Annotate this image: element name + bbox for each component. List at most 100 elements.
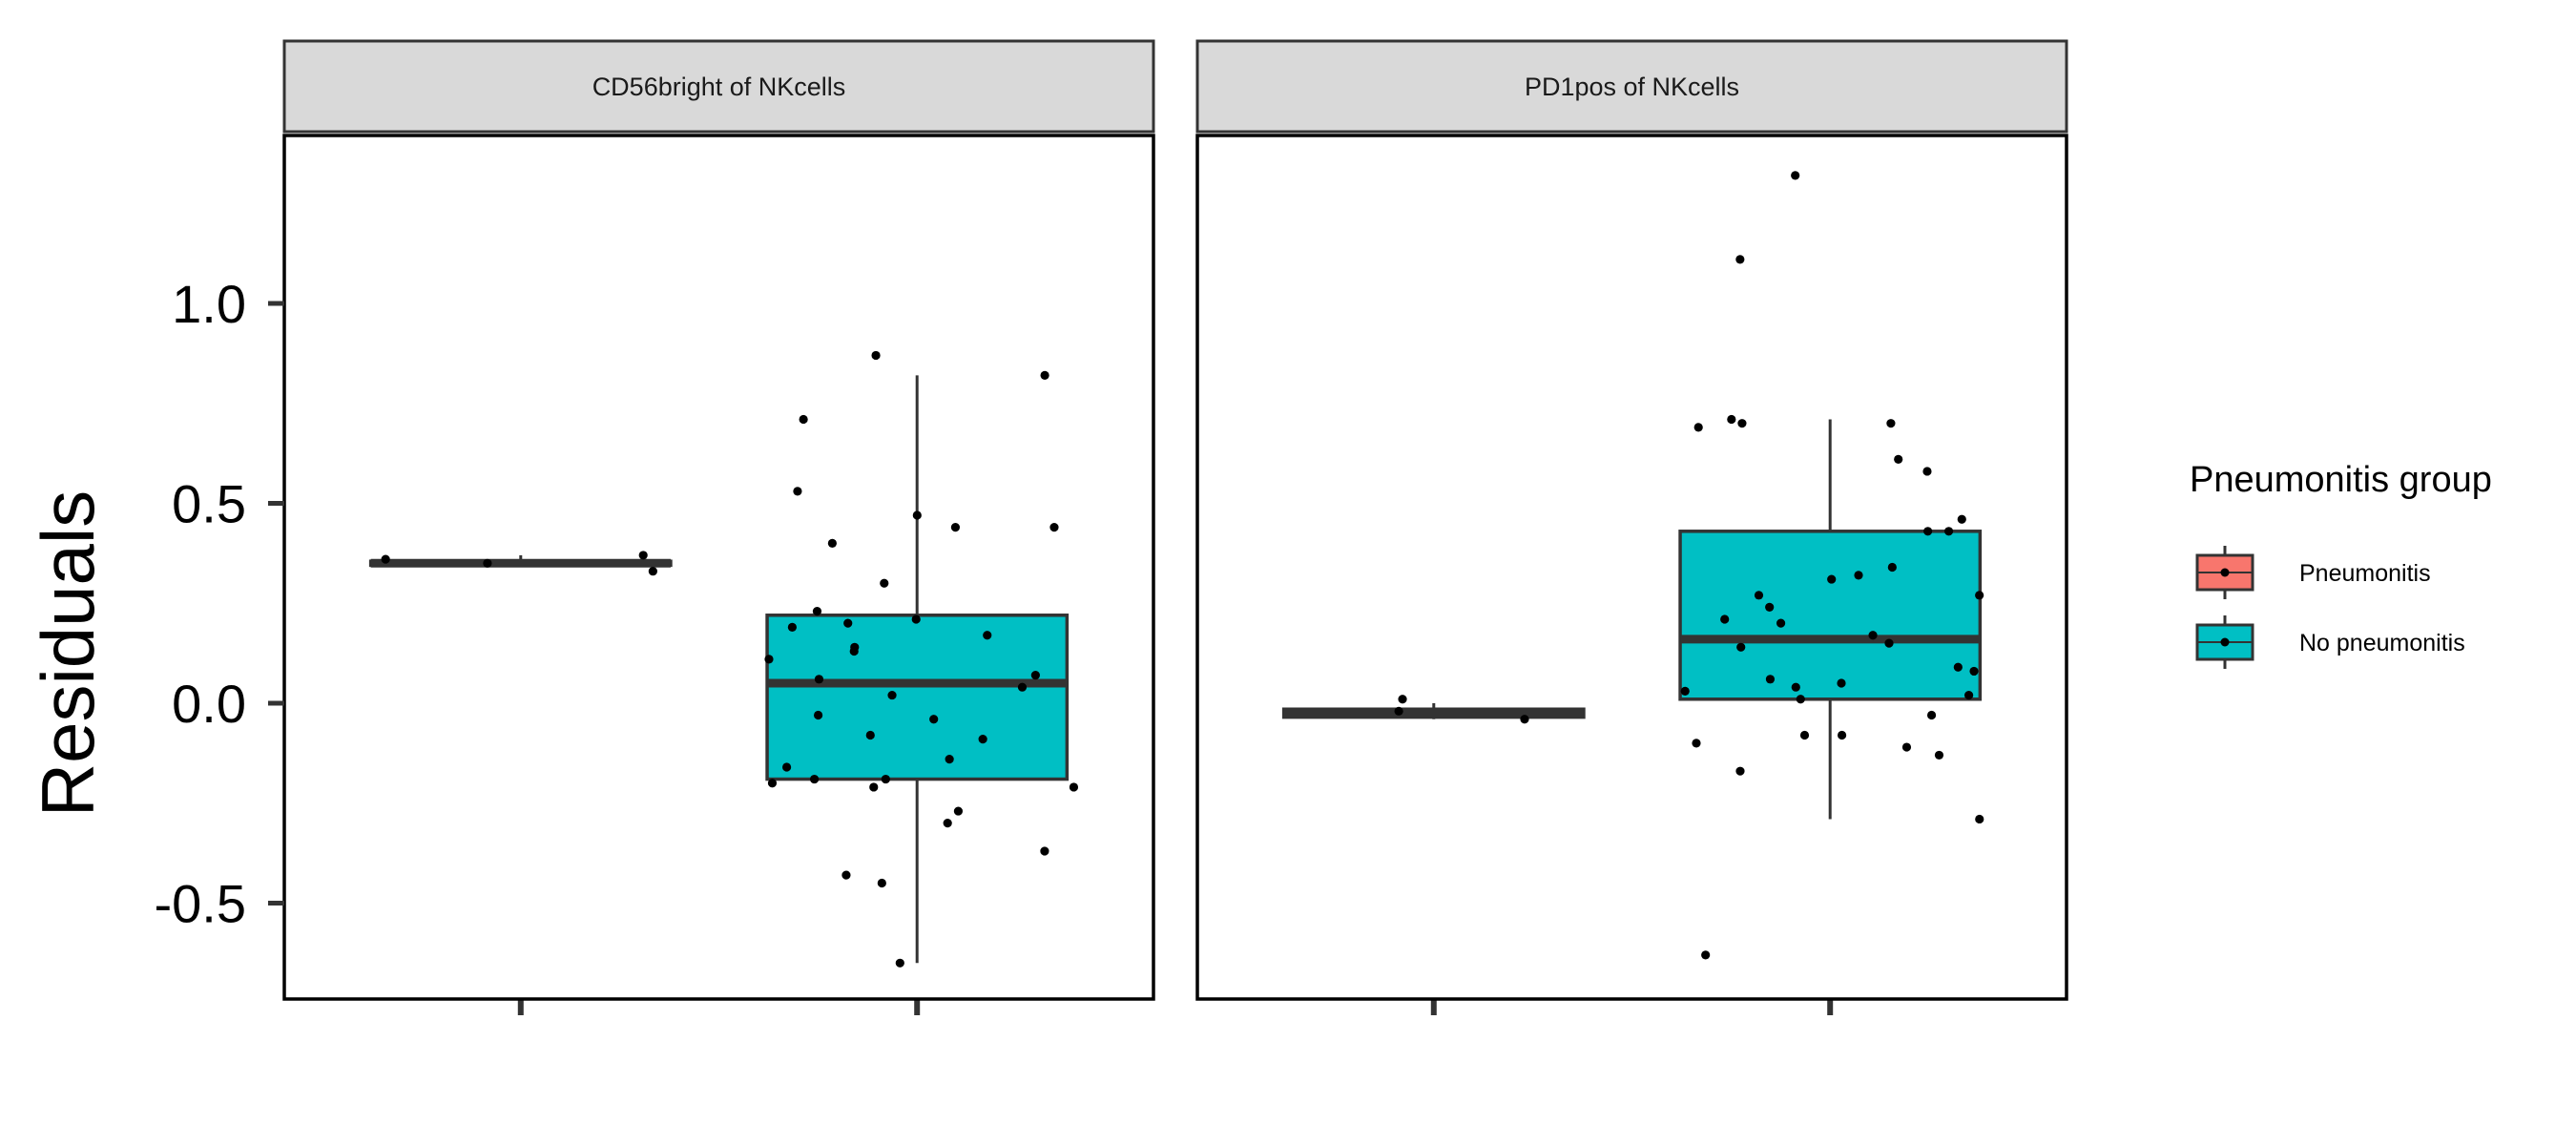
facet-strip (282, 39, 1155, 134)
y-tick-label: 0.0 (172, 674, 246, 734)
legend-label: No pneumonitis (2299, 630, 2465, 656)
data-point (877, 878, 886, 888)
data-point (880, 578, 889, 588)
legend-key-point (2220, 568, 2230, 577)
data-point (1827, 574, 1837, 584)
box-body (765, 614, 1070, 781)
box-pneumonitis (1281, 695, 1586, 724)
data-point (812, 606, 822, 616)
data-point (1693, 423, 1703, 432)
data-point (1030, 671, 1040, 680)
data-point (1701, 950, 1711, 960)
data-point (1975, 814, 1984, 824)
data-point (381, 554, 390, 564)
box-no-pneumonitis (1678, 171, 1984, 960)
data-point (1040, 370, 1049, 380)
data-point (1837, 730, 1847, 740)
data-point (912, 510, 922, 520)
data-point (799, 414, 808, 425)
data-point (950, 523, 961, 532)
data-point (895, 958, 904, 968)
data-point (953, 806, 964, 816)
data-point (1776, 618, 1786, 628)
data-point (1969, 666, 1979, 677)
box-body (1678, 530, 1983, 701)
data-point (1922, 467, 1932, 476)
data-point (1887, 562, 1897, 572)
data-point (1735, 766, 1745, 776)
data-point (1765, 602, 1775, 612)
y-tick-label: 0.5 (172, 473, 246, 533)
data-point (1735, 255, 1745, 264)
data-point (814, 675, 824, 684)
data-point (1049, 523, 1059, 532)
facet-panels: CD56bright of NKcells PD1pos of NKcells (282, 39, 2068, 1015)
y-axis-title: Residuals (26, 490, 110, 818)
data-point (871, 350, 881, 361)
data-point (1886, 419, 1896, 428)
data-point (1680, 686, 1690, 696)
data-point (1868, 631, 1878, 640)
legend-entry: Pneumonitis (2195, 546, 2431, 599)
data-point (1901, 742, 1912, 752)
data-point (787, 622, 797, 632)
data-point (1692, 739, 1701, 748)
data-point (881, 774, 890, 784)
data-point (1975, 591, 1984, 600)
facet-strip-label: CD56bright of NKcells (592, 73, 846, 101)
data-point (1720, 614, 1730, 624)
data-point (813, 710, 823, 720)
data-point (911, 614, 921, 624)
data-point (1926, 710, 1937, 720)
y-axis: -0.5 0.0 0.5 1.0 (155, 274, 284, 933)
data-point (1791, 171, 1800, 180)
facet-panel: PD1pos of NKcells (1195, 39, 2068, 1015)
data-point (841, 870, 851, 880)
data-point (1943, 527, 1954, 536)
data-point (1727, 414, 1736, 425)
data-point (1520, 715, 1529, 724)
facet-panel: CD56bright of NKcells (282, 39, 1155, 1015)
data-point (1398, 695, 1407, 704)
data-point (809, 774, 820, 784)
data-point (1791, 682, 1800, 692)
data-point (1934, 750, 1944, 760)
data-point (483, 558, 492, 568)
data-point (865, 730, 875, 740)
y-tick-label: -0.5 (155, 873, 247, 933)
legend: Pneumonitis group Pneumonitis No pneumoni… (2190, 460, 2492, 669)
data-point (1754, 591, 1764, 600)
data-point (1796, 695, 1805, 704)
panel-border (1195, 134, 2068, 1001)
legend-key-point (2220, 637, 2230, 647)
data-point (1040, 846, 1049, 856)
data-point (1957, 514, 1966, 524)
data-point (1394, 706, 1403, 716)
data-point (1737, 419, 1747, 428)
data-point (945, 755, 954, 764)
data-point (1953, 662, 1963, 672)
y-tick-label: 1.0 (172, 274, 246, 334)
data-point (943, 819, 952, 828)
data-point (1765, 675, 1776, 684)
data-point (983, 631, 992, 640)
data-point (1894, 454, 1903, 464)
data-point (648, 567, 657, 576)
data-point (638, 551, 648, 560)
data-point (1837, 678, 1846, 688)
data-point (781, 762, 792, 772)
facet-strip-label: PD1pos of NKcells (1525, 73, 1739, 101)
data-point (1069, 782, 1079, 792)
data-point (1799, 730, 1810, 740)
data-point (793, 487, 802, 496)
facet-strip (1195, 39, 2068, 134)
legend-entry: No pneumonitis (2195, 615, 2465, 669)
data-point (764, 655, 774, 664)
legend-entries: Pneumonitis No pneumonitis (2195, 546, 2465, 669)
data-point (887, 690, 897, 700)
data-point (869, 782, 879, 792)
data-point (827, 538, 837, 548)
data-point (978, 735, 987, 744)
box-pneumonitis (368, 551, 673, 576)
data-point (1854, 571, 1863, 580)
